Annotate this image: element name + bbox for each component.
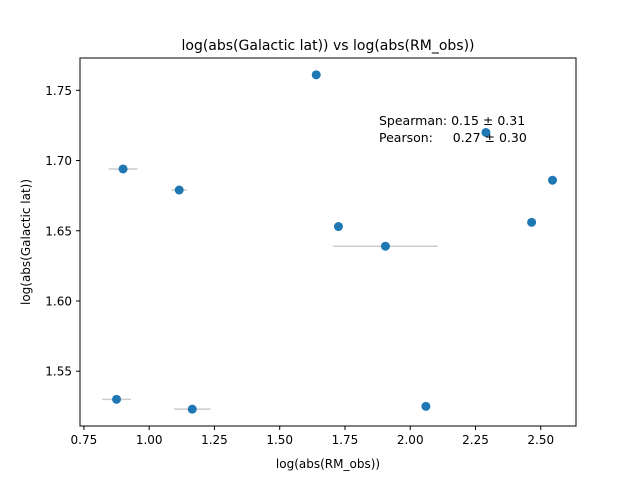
y-tick-label: 1.70 xyxy=(45,154,72,168)
x-tick-label: 1.75 xyxy=(332,433,359,447)
y-axis-label: log(abs(Galactic lat)) xyxy=(19,179,33,305)
plot-frame xyxy=(79,57,577,427)
x-tick-label: 2.50 xyxy=(527,433,554,447)
data-point-7 xyxy=(548,175,558,185)
y-tick-label: 1.75 xyxy=(45,84,72,98)
x-tick-label: 1.00 xyxy=(136,433,163,447)
data-point-2 xyxy=(311,70,321,80)
x-tick-label: 1.50 xyxy=(266,433,293,447)
x-tick-label: 2.00 xyxy=(397,433,424,447)
x-axis-label: log(abs(RM_obs)) xyxy=(276,457,380,471)
x-tick-label: 2.25 xyxy=(462,433,489,447)
data-point-0 xyxy=(118,164,128,174)
chart-title: log(abs(Galactic lat)) vs log(abs(RM_obs… xyxy=(181,38,474,54)
data-point-10 xyxy=(421,401,431,411)
point-layer xyxy=(112,70,558,414)
x-axis-ticks: 0.75 1.00 1.25 1.50 1.75 2.00 2.25 2.50 xyxy=(71,426,554,447)
data-point-5 xyxy=(481,127,491,137)
data-point-9 xyxy=(187,404,197,414)
pearson-annotation: Pearson: 0.27 ± 0.30 xyxy=(379,130,527,145)
x-tick-label: 0.75 xyxy=(71,433,98,447)
spearman-annotation: Spearman: 0.15 ± 0.31 xyxy=(379,113,525,128)
x-tick-label: 1.25 xyxy=(201,433,228,447)
data-point-4 xyxy=(380,241,390,251)
y-tick-label: 1.65 xyxy=(45,224,72,238)
data-point-3 xyxy=(333,222,343,232)
data-point-6 xyxy=(527,217,537,227)
y-tick-label: 1.60 xyxy=(45,294,72,308)
data-point-1 xyxy=(174,185,184,195)
data-point-8 xyxy=(112,394,122,404)
y-tick-label: 1.55 xyxy=(45,365,72,379)
y-axis-ticks: 1.55 1.60 1.65 1.70 1.75 xyxy=(45,84,80,379)
